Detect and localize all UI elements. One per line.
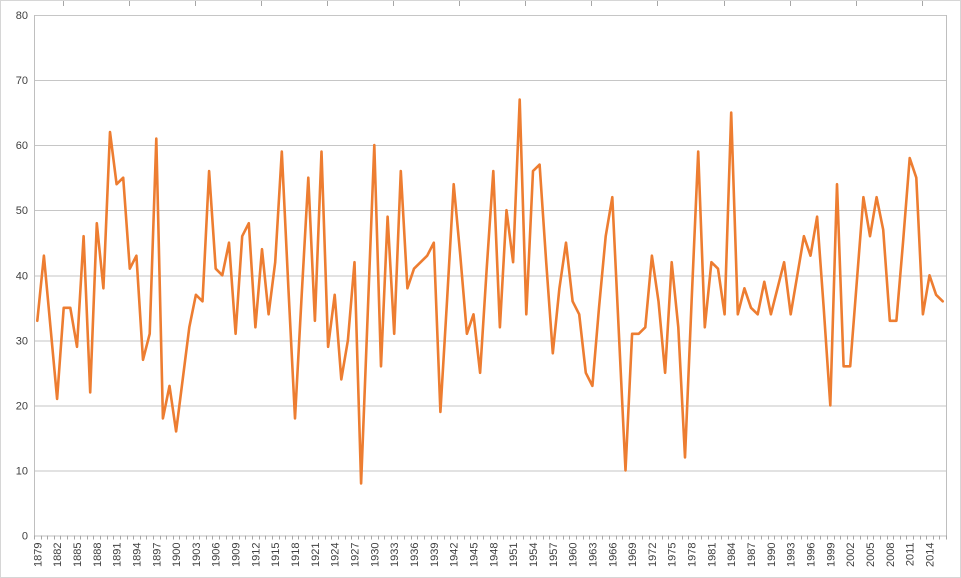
x-axis-label: 1954 [528,543,540,567]
x-axis-label: 1963 [587,543,599,567]
y-axis-label: 20 [16,400,28,412]
x-axis-label: 1957 [548,543,560,567]
x-axis-label: 1879 [32,543,44,567]
x-axis-label: 1951 [508,543,520,567]
y-axis-label: 70 [16,75,28,87]
x-axis-label: 1927 [350,543,362,567]
x-axis-label: 1972 [647,543,659,567]
x-axis-label: 1984 [726,543,738,567]
x-axis-label: 1978 [687,543,699,567]
x-axis-label: 1975 [667,543,679,567]
x-axis-label: 1969 [627,543,639,567]
x-axis-label: 1933 [389,543,401,567]
x-axis-label: 1999 [825,543,837,567]
x-axis-label: 1993 [786,543,798,567]
x-axis-label: 1936 [409,543,421,567]
x-axis-label: 1915 [270,543,282,567]
x-axis-label: 1894 [131,543,143,567]
x-axis-label: 1990 [766,543,778,567]
x-axis-label: 1897 [151,543,163,567]
x-axis-label: 1924 [330,543,342,567]
x-axis-label: 2002 [845,543,857,567]
x-axis-label: 1930 [369,543,381,567]
x-axis-label: 1939 [429,543,441,567]
x-axis-label: 1912 [250,543,262,567]
y-axis-label: 80 [16,10,28,22]
y-axis-label: 10 [16,465,28,477]
y-axis-label: 40 [16,270,28,282]
x-axis-label: 2005 [865,543,877,567]
data-series-line [35,98,945,485]
x-axis-label: 2011 [905,543,917,567]
x-axis-label: 1981 [706,543,718,567]
y-axis-label: 0 [22,531,28,543]
x-axis-label: 1906 [211,543,223,567]
x-axis-label: 1903 [191,543,203,567]
x-axis-label: 1948 [488,543,500,567]
x-axis-label: 1882 [52,543,64,567]
x-axis-label: 1891 [112,543,124,567]
x-axis-label: 1888 [92,543,104,567]
y-axis-label: 50 [16,205,28,217]
y-axis-label: 60 [16,140,28,152]
x-axis-label: 2008 [885,543,897,567]
x-axis-label: 1900 [171,543,183,567]
x-axis-label: 1960 [568,543,580,567]
x-axis-label: 1966 [607,543,619,567]
x-axis-label: 1909 [231,543,243,567]
x-axis-label: 1987 [746,543,758,567]
x-axis-label: 1996 [806,543,818,567]
x-axis-label: 2014 [924,543,936,567]
x-axis-label: 1885 [72,543,84,567]
x-axis-label: 1945 [468,543,480,567]
y-axis-label: 30 [16,335,28,347]
x-axis-label: 1921 [310,543,322,567]
x-axis-label: 1918 [290,543,302,567]
x-axis-label: 1942 [449,543,461,567]
